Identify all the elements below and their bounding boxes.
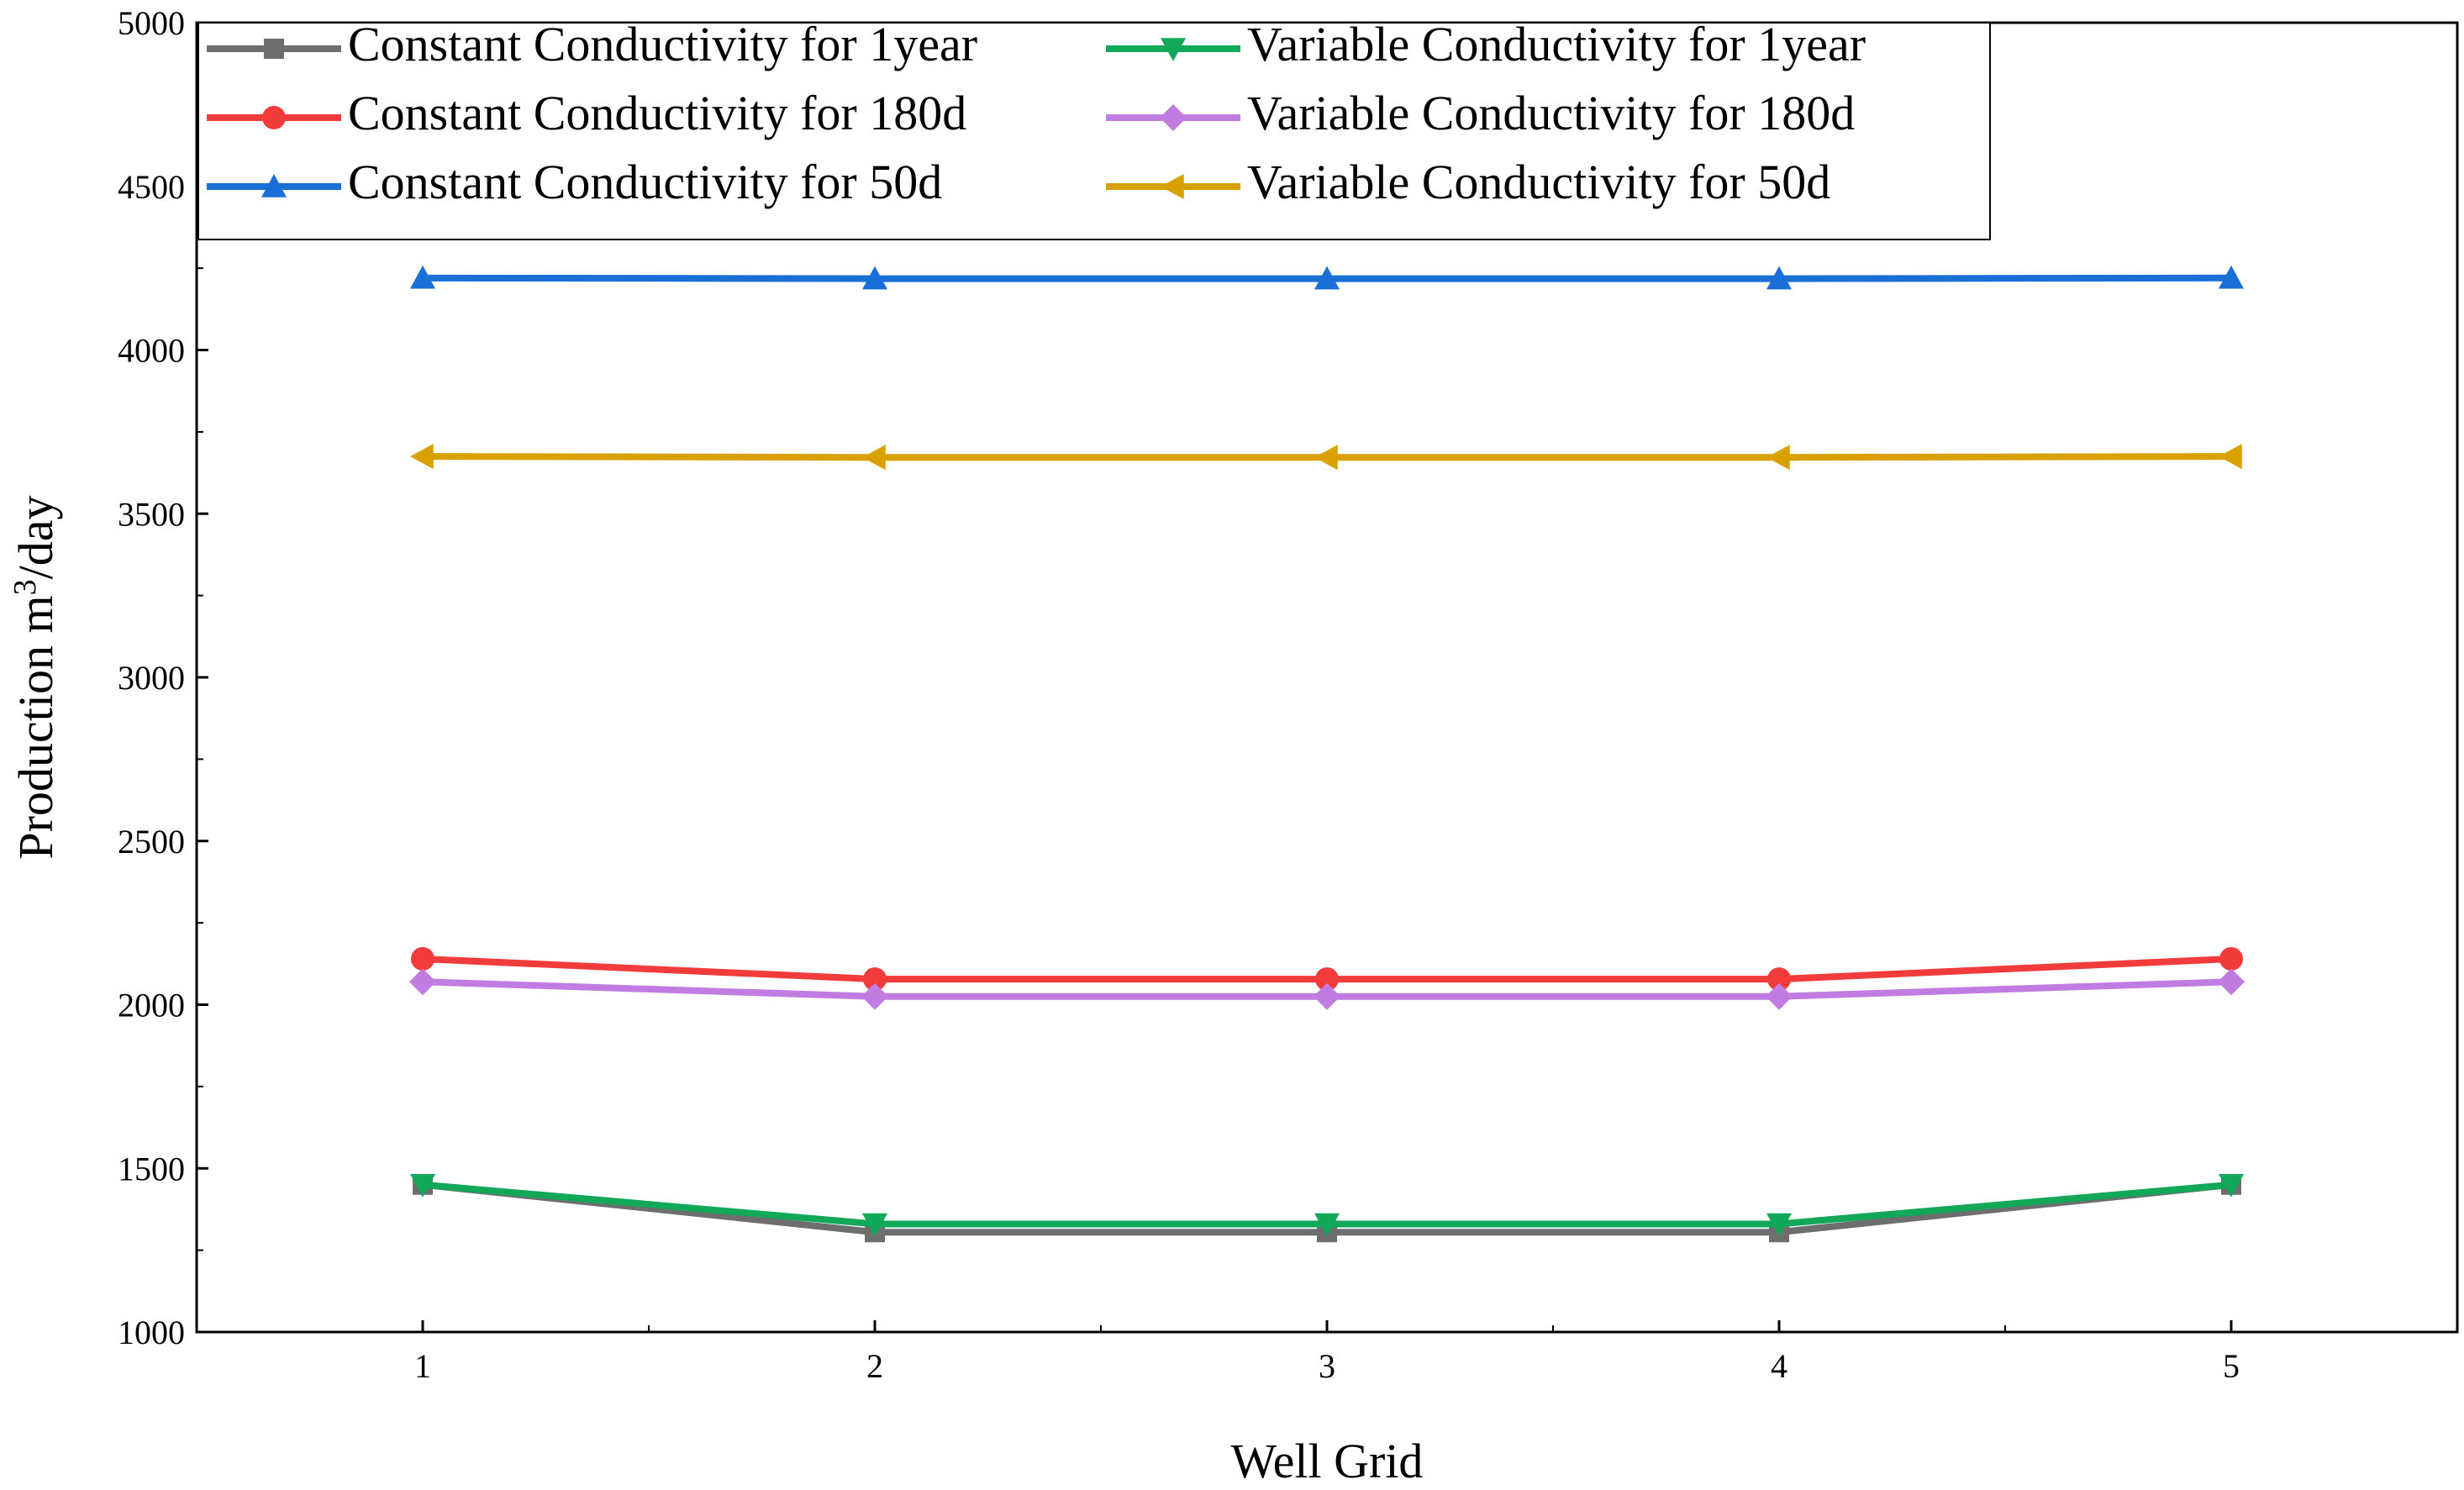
y-tick-label: 2500 [118, 823, 185, 861]
marker-circle [1315, 967, 1339, 992]
marker-circle [1767, 967, 1791, 992]
legend-item: Constant Conductivity for 1year [207, 17, 977, 71]
x-tick-label: 5 [2223, 1347, 2240, 1385]
legend-label: Variable Conductivity for 1year [1247, 17, 1866, 71]
y-tick-label: 3500 [118, 495, 185, 533]
legend-label: Variable Conductivity for 50d [1247, 155, 1830, 209]
marker-triangle-up [862, 266, 887, 290]
series-4 [409, 968, 2245, 1010]
marker-triangle-left [862, 445, 886, 471]
legend-label: Constant Conductivity for 180d [348, 86, 966, 140]
marker-triangle-up [410, 265, 435, 289]
marker-triangle-up [261, 174, 287, 197]
marker-triangle-left [410, 444, 434, 470]
y-axis-title-superscript: 3 [8, 579, 43, 595]
legend-item: Constant Conductivity for 180d [207, 86, 966, 140]
marker-triangle-up [1766, 266, 1792, 290]
marker-triangle-down [2219, 1173, 2244, 1198]
y-axis-title: Production m3/day [8, 495, 63, 859]
x-tick-label: 3 [1319, 1347, 1335, 1385]
marker-triangle-down [1161, 38, 1186, 61]
y-axis-title-tail: /day [8, 495, 63, 579]
marker-triangle-down [1766, 1213, 1792, 1237]
x-tick-label: 4 [1771, 1347, 1787, 1385]
y-tick-label: 3000 [118, 659, 185, 697]
marker-circle [411, 946, 434, 971]
marker-diamond [1160, 104, 1187, 131]
marker-diamond [861, 982, 888, 1010]
series-layer [409, 265, 2245, 1243]
marker-circle [863, 967, 887, 992]
legend-item: Constant Conductivity for 50d [207, 155, 942, 209]
marker-triangle-up [1314, 266, 1340, 290]
marker-triangle-left [1161, 174, 1184, 199]
marker-diamond [2218, 968, 2245, 996]
series-6 [410, 444, 2242, 471]
marker-triangle-down [410, 1173, 435, 1198]
series-2 [410, 1173, 2244, 1237]
y-tick-label: 5000 [118, 4, 185, 42]
x-axis: 1 2 3 4 5 [414, 1320, 2240, 1385]
marker-triangle-up [2219, 265, 2244, 289]
y-axis-title-main: Production m [8, 595, 63, 859]
series-5 [410, 265, 2244, 290]
series-3 [411, 946, 2243, 992]
marker-diamond [409, 968, 436, 996]
legend-label: Constant Conductivity for 1year [348, 17, 977, 71]
legend-label: Variable Conductivity for 180d [1247, 86, 1855, 140]
y-axis: 1000 1500 2000 2500 3000 3500 4000 4500 5000 [118, 4, 208, 1351]
x-tick-label: 2 [866, 1347, 883, 1385]
marker-circle [2219, 946, 2243, 971]
legend-item: Variable Conductivity for 50d [1106, 155, 1830, 209]
y-tick-label: 2000 [118, 987, 185, 1024]
marker-triangle-down [1314, 1213, 1340, 1237]
legend: Constant Conductivity for 1year Variable … [197, 17, 1991, 240]
x-axis-title: Well Grid [1231, 1434, 1424, 1488]
legend-box [197, 22, 1991, 240]
marker-triangle-left [1314, 445, 1338, 471]
marker-triangle-down [862, 1213, 887, 1237]
y-tick-label: 4500 [118, 168, 185, 206]
legend-item: Variable Conductivity for 180d [1106, 86, 1855, 140]
legend-label: Constant Conductivity for 50d [348, 155, 942, 209]
marker-triangle-left [1766, 445, 1790, 471]
marker-circle [262, 106, 286, 129]
marker-triangle-left [2219, 444, 2242, 470]
marker-diamond [1314, 982, 1340, 1010]
marker-diamond [1766, 982, 1793, 1010]
y-tick-label: 1000 [118, 1314, 185, 1351]
y-tick-label: 4000 [118, 332, 185, 370]
legend-item: Variable Conductivity for 1year [1106, 17, 1866, 71]
x-tick-label: 1 [414, 1347, 431, 1385]
y-tick-label: 1500 [118, 1150, 185, 1187]
marker-square [264, 39, 284, 59]
